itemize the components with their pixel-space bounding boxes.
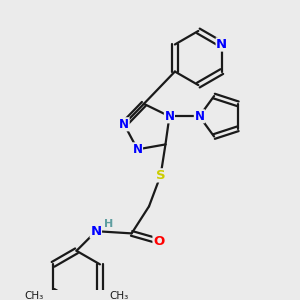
Text: S: S [156,169,165,182]
Text: O: O [153,235,164,248]
Text: N: N [119,118,129,131]
Text: CH₃: CH₃ [110,291,129,300]
Text: N: N [194,110,204,123]
Text: N: N [164,110,174,123]
Text: N: N [216,38,227,51]
Text: N: N [90,225,101,238]
Text: CH₃: CH₃ [24,291,43,300]
Text: N: N [133,143,142,156]
Text: H: H [104,219,113,229]
